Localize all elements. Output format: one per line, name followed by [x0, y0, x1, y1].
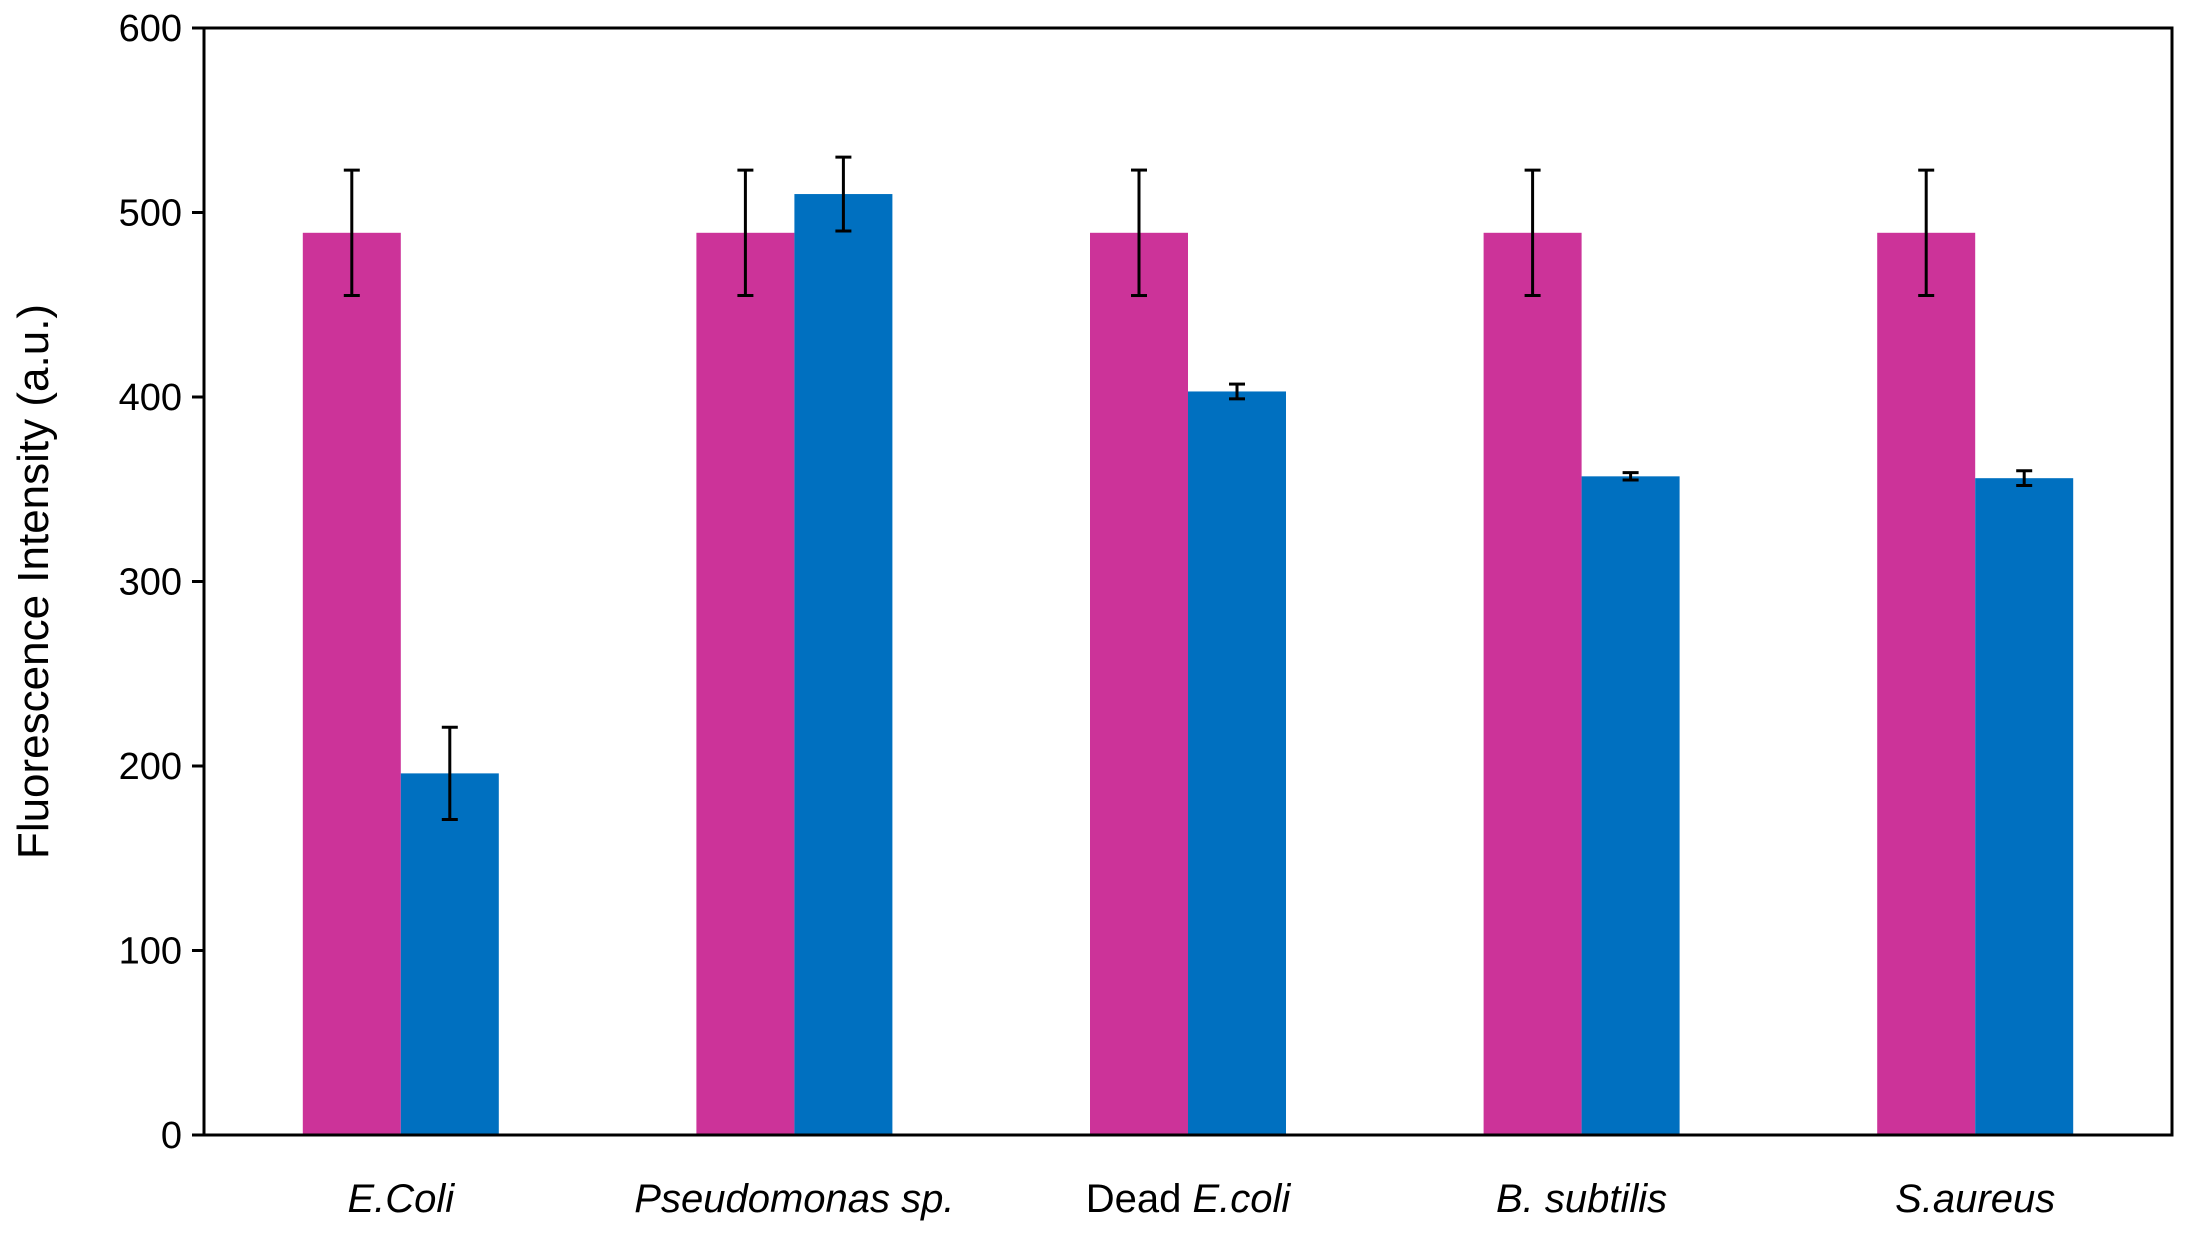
- y-tick-label: 600: [119, 8, 182, 50]
- x-category-label-part: B. subtilis: [1496, 1177, 1667, 1221]
- x-category-label-part: Pseudomonas: [634, 1177, 890, 1221]
- x-category-label-part: S.aureus: [1895, 1177, 2055, 1221]
- y-tick-label: 400: [119, 377, 182, 419]
- x-category-label-part: E.coli: [1192, 1177, 1291, 1221]
- bar-series-1-cat-4: [1483, 232, 1582, 1136]
- x-category-label-part: sp.: [890, 1177, 954, 1221]
- x-category-label: B. subtilis: [1496, 1177, 1667, 1221]
- y-tick-label: 500: [119, 193, 182, 235]
- bar-series-2-cat-4: [1581, 476, 1680, 1136]
- x-category-label: Pseudomonas sp.: [634, 1177, 954, 1221]
- y-tick-label: 300: [119, 562, 182, 604]
- y-axis-title: Fluorescence Intensity (a.u.): [9, 304, 58, 859]
- bar-series-2-cat-5: [1975, 478, 2074, 1135]
- bar-series-2-cat-3: [1188, 391, 1286, 1136]
- bar-series-1-cat-3: [1090, 232, 1188, 1136]
- bar-series-2-cat-2: [794, 194, 893, 1136]
- x-category-label: E.Coli: [347, 1177, 455, 1221]
- bar-series-1-cat-2: [696, 232, 795, 1136]
- y-tick-label: 0: [161, 1115, 182, 1157]
- x-category-label: Dead E.coli: [1086, 1177, 1292, 1221]
- x-category-label: S.aureus: [1895, 1177, 2055, 1221]
- x-category-label-part: E.Coli: [347, 1177, 455, 1221]
- bar-series-2-cat-1: [400, 773, 499, 1135]
- x-category-label-part: Dead: [1086, 1177, 1193, 1221]
- y-tick-label: 200: [119, 746, 182, 788]
- bar-series-1-cat-1: [302, 232, 401, 1136]
- y-tick-label: 100: [119, 931, 182, 973]
- plot-area-frame: [202, 26, 2174, 1137]
- bar-series-1-cat-5: [1877, 232, 1976, 1136]
